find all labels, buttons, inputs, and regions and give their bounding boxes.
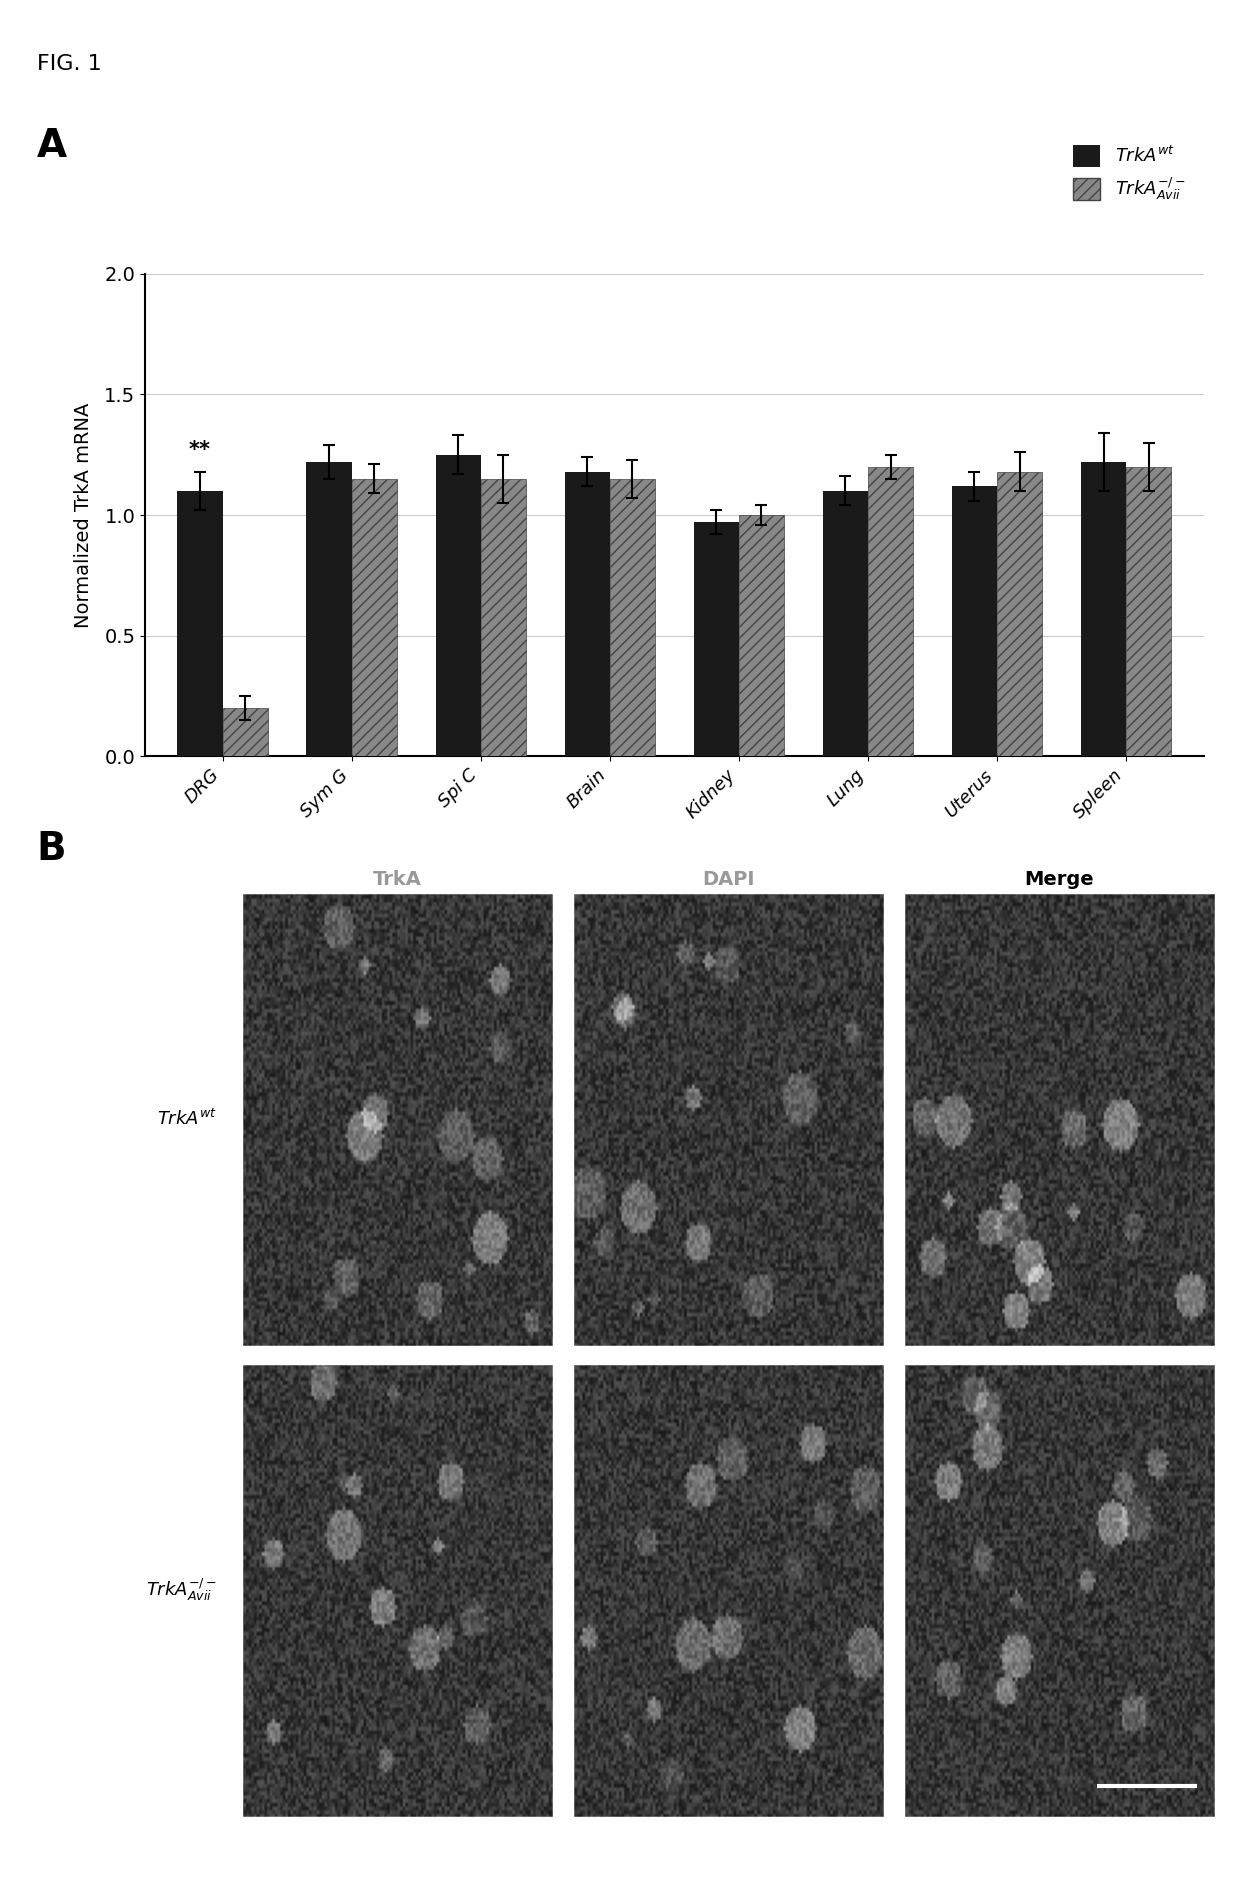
Text: $TrkA^{wt}$: $TrkA^{wt}$ bbox=[157, 1110, 217, 1129]
Text: FIG. 1: FIG. 1 bbox=[37, 54, 102, 73]
Legend: $TrkA^{wt}$, $TrkA_{Avii}^{-/-}$: $TrkA^{wt}$, $TrkA_{Avii}^{-/-}$ bbox=[1064, 135, 1194, 210]
Text: $TrkA_{Avii}^{-/-}$: $TrkA_{Avii}^{-/-}$ bbox=[146, 1578, 217, 1604]
Text: A: A bbox=[37, 126, 67, 165]
Text: B: B bbox=[37, 830, 67, 868]
